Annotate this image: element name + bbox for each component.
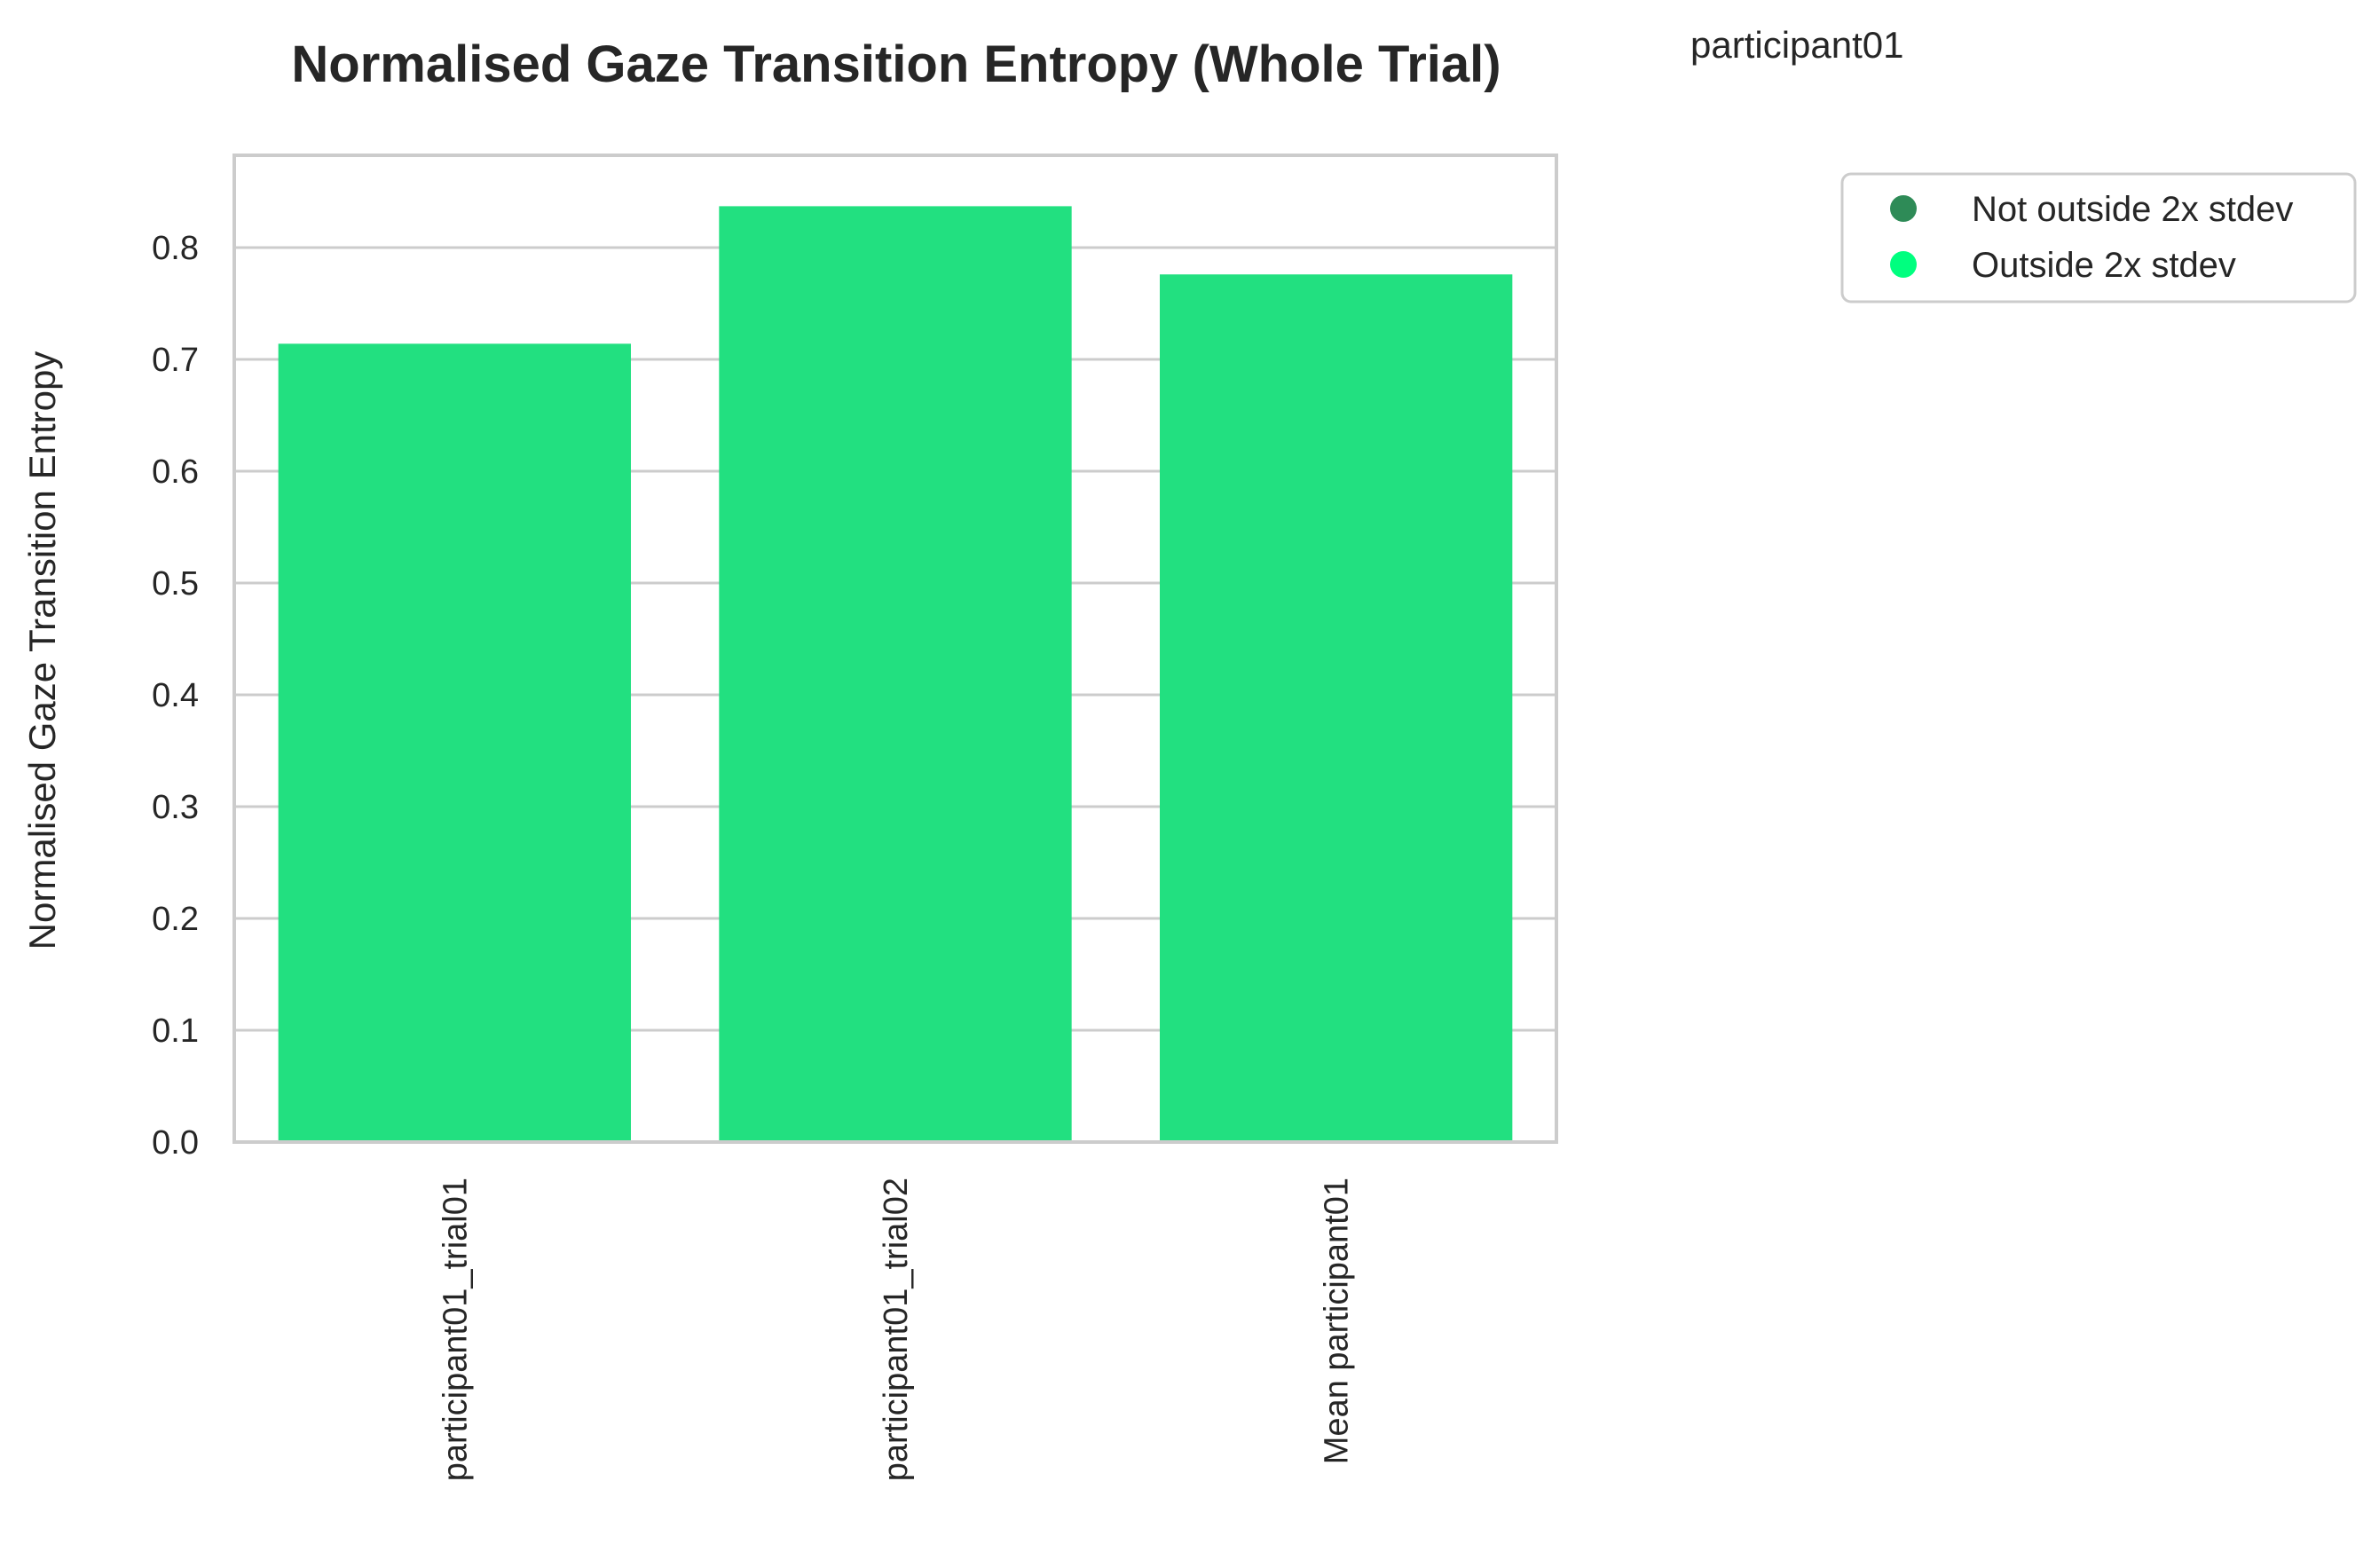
y-tick-label: 0.8 <box>152 230 199 267</box>
y-axis-label: Normalised Gaze Transition Entropy <box>21 351 63 950</box>
y-tick-label: 0.3 <box>152 789 199 826</box>
y-tick-label: 0.4 <box>152 677 199 714</box>
y-tick-label: 0.6 <box>152 453 199 491</box>
legend-marker-outside <box>1890 251 1917 278</box>
y-tick-label: 0.5 <box>152 565 199 603</box>
legend-marker-not-outside <box>1890 195 1917 222</box>
y-tick-label: 0.1 <box>152 1013 199 1050</box>
x-tick-labels: participant01_trial01 participant01_trial… <box>437 1178 1355 1481</box>
bar-2 <box>1160 274 1513 1142</box>
x-tick-label: Mean participant01 <box>1319 1178 1356 1464</box>
bar-1 <box>719 206 1072 1142</box>
y-tick-label: 0.2 <box>152 901 199 938</box>
bars <box>278 206 1513 1142</box>
chart-subtitle: participant01 <box>1690 24 1904 66</box>
legend: Not outside 2x stdev Outside 2x stdev <box>1840 172 2357 303</box>
plot-frame <box>232 154 1558 1144</box>
bar-0 <box>278 343 631 1142</box>
legend-label-outside: Outside 2x stdev <box>1972 246 2236 285</box>
chart-title: Normalised Gaze Transition Entropy (Whol… <box>291 35 1501 93</box>
x-tick-label: participant01_trial02 <box>878 1178 915 1481</box>
legend-label-not-outside: Not outside 2x stdev <box>1972 190 2293 229</box>
y-tick-label: 0.7 <box>152 342 199 379</box>
legend-frame <box>1840 172 2357 303</box>
y-tick-labels: 0.0 0.1 0.2 0.3 0.4 0.5 0.6 0.7 0.8 <box>152 230 199 1162</box>
x-tick-label: participant01_trial01 <box>437 1178 474 1481</box>
y-tick-label: 0.0 <box>152 1124 199 1162</box>
